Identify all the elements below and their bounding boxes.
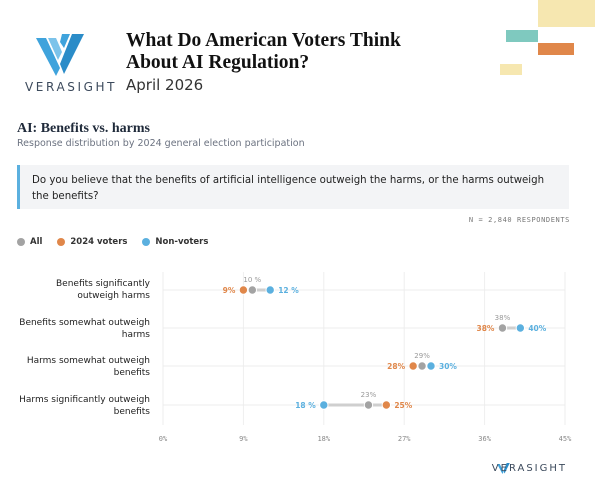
data-point-all xyxy=(417,361,427,371)
data-label-voters: 38% xyxy=(477,324,495,333)
row-label-line: outweigh harms xyxy=(77,291,150,301)
row-label-line: Harms somewhat outweigh xyxy=(26,356,150,366)
question-box: Do you believe that the benefits of arti… xyxy=(17,165,569,209)
data-label-all: 23% xyxy=(361,391,377,399)
brand-name: VERASIGHT xyxy=(25,80,118,94)
respondent-count: N = 2,840 RESPONDENTS xyxy=(468,216,570,224)
legend-label-voters: 2024 voters xyxy=(70,237,128,247)
data-point-voters xyxy=(238,285,249,295)
page-title: What Do American Voters Think About AI R… xyxy=(126,30,401,73)
row-label-line: benefits xyxy=(113,368,150,378)
legend-label-nonvoters: Non-voters xyxy=(155,237,209,247)
row-label-benefits-somewhat: Benefits somewhat outweigh harms xyxy=(10,317,150,341)
row-label-line: harms xyxy=(121,330,150,340)
footer-logo-icon xyxy=(497,463,510,474)
section-title: AI: Benefits vs. harms xyxy=(17,121,150,136)
data-label-nonvoters: 18 % xyxy=(295,401,316,410)
data-label-all: 10 % xyxy=(243,276,261,284)
data-point-nonvoters xyxy=(319,400,329,410)
question-text: Do you believe that the benefits of arti… xyxy=(32,175,545,202)
decor-block-yellow-top xyxy=(538,0,595,27)
x-tick-label: 36% xyxy=(478,435,491,443)
decor-block-yellow-small xyxy=(500,64,522,75)
row-label-benefits-significantly: Benefits significantly outweigh harms xyxy=(10,278,150,302)
x-tick-label: 18% xyxy=(317,435,330,443)
data-point-all xyxy=(497,323,508,333)
decor-block-orange xyxy=(538,43,574,55)
legend-dot-nonvoters xyxy=(142,238,151,246)
data-label-nonvoters: 40% xyxy=(528,324,546,333)
row-label-harms-somewhat: Harms somewhat outweigh benefits xyxy=(10,355,150,379)
data-label-voters: 28% xyxy=(387,362,405,371)
row-label-line: Benefits significantly xyxy=(56,279,150,289)
data-point-voters xyxy=(408,361,418,371)
data-point-all xyxy=(247,285,258,295)
row-label-line: Harms significantly outweigh xyxy=(19,395,150,405)
page-date: April 2026 xyxy=(126,76,204,94)
data-label-nonvoters: 12 % xyxy=(278,286,299,295)
row-label-line: benefits xyxy=(113,407,150,417)
data-point-nonvoters xyxy=(515,323,526,333)
data-point-voters xyxy=(381,400,392,410)
x-tick-label: 27% xyxy=(398,435,411,443)
section-subtitle: Response distribution by 2024 general el… xyxy=(17,138,305,149)
legend-dot-all xyxy=(17,238,25,246)
data-label-all: 29% xyxy=(414,352,430,360)
data-point-nonvoters xyxy=(265,285,275,295)
legend-label-all: All xyxy=(30,237,43,247)
row-label-harms-significantly: Harms significantly outweigh benefits xyxy=(10,394,150,418)
footer-brand-name: VERASIGHT xyxy=(491,463,567,474)
data-label-nonvoters: 30% xyxy=(439,362,457,371)
chart-legend: All 2024 voters Non-voters xyxy=(17,237,220,249)
x-tick-label: 45% xyxy=(559,435,572,443)
data-point-nonvoters xyxy=(426,361,436,371)
legend-item-nonvoters: Non-voters xyxy=(142,237,208,247)
data-point-all xyxy=(363,400,374,410)
data-label-voters: 25% xyxy=(394,401,412,410)
decor-block-teal xyxy=(506,30,538,42)
data-label-voters: 9% xyxy=(223,286,236,295)
data-label-all: 38% xyxy=(495,314,511,322)
row-label-line: Benefits somewhat outweigh xyxy=(19,318,150,328)
x-tick-label: 0% xyxy=(159,435,168,443)
legend-item-all: All xyxy=(17,237,42,247)
legend-dot-voters xyxy=(57,238,66,246)
x-tick-label: 9% xyxy=(239,435,248,443)
legend-item-voters: 2024 voters xyxy=(57,237,127,247)
verasight-logo-icon xyxy=(36,34,84,76)
